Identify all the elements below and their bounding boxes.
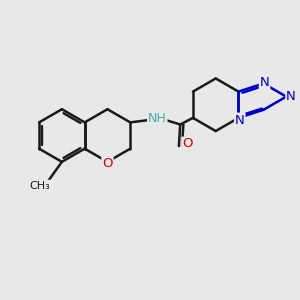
Text: CH₃: CH₃ <box>29 181 50 190</box>
Text: N: N <box>235 113 245 127</box>
Text: N: N <box>260 76 269 89</box>
Text: O: O <box>102 157 113 170</box>
Text: O: O <box>182 137 193 151</box>
Text: NH: NH <box>148 112 167 125</box>
Text: N: N <box>286 90 296 103</box>
